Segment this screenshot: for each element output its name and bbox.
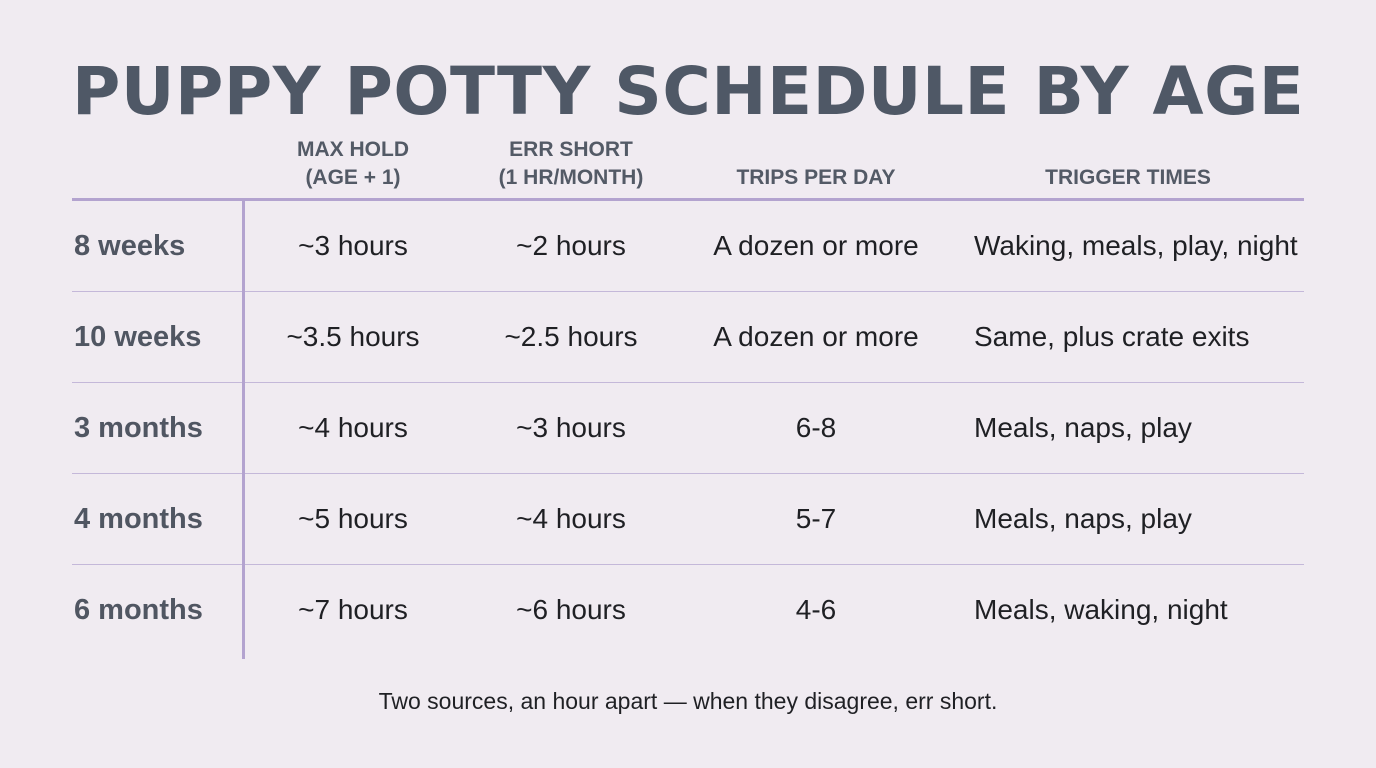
- trips-cell: 5-7: [795, 503, 837, 534]
- max-hold-cell: ~5 hours: [298, 503, 408, 534]
- max-hold-cell: ~4 hours: [298, 412, 408, 443]
- header-trigger-times: TRIGGER TIMES: [1045, 166, 1211, 189]
- err-short-cell: ~6 hours: [516, 594, 626, 625]
- max-hold-cell: ~7 hours: [298, 594, 408, 625]
- header-err-short-line1: ERR SHORT: [509, 138, 633, 161]
- table-row: 4 months ~5 hours ~4 hours 5-7 Meals, na…: [72, 474, 1304, 565]
- header-err-short: ERR SHORT (1 HR/MONTH): [462, 136, 680, 198]
- schedule-table: MAX HOLD (AGE + 1) ERR SHORT (1 HR/MONTH…: [72, 136, 1304, 659]
- triggers-cell: Meals, naps, play: [974, 412, 1192, 443]
- header-max-hold: MAX HOLD (AGE + 1): [244, 136, 462, 198]
- triggers-cell: Waking, meals, play, night: [974, 230, 1298, 261]
- header-age: [72, 192, 244, 198]
- max-hold-cell: ~3.5 hours: [286, 321, 420, 352]
- footnote: Two sources, an hour apart — when they d…: [378, 688, 998, 714]
- table-row: 6 months ~7 hours ~6 hours 4-6 Meals, wa…: [72, 565, 1304, 655]
- max-hold-cell: ~3 hours: [298, 230, 408, 261]
- err-short-cell: ~2.5 hours: [504, 321, 638, 352]
- table-row: 10 weeks ~3.5 hours ~2.5 hours A dozen o…: [72, 292, 1304, 383]
- err-short-cell: ~3 hours: [516, 412, 626, 443]
- age-cell: 6 months: [74, 593, 203, 626]
- age-cell: 8 weeks: [74, 229, 186, 262]
- triggers-cell: Same, plus crate exits: [974, 321, 1250, 352]
- trips-cell: 6-8: [795, 412, 837, 443]
- err-short-cell: ~2 hours: [516, 230, 626, 261]
- header-err-short-line2: (1 HR/MONTH): [498, 166, 644, 189]
- table-row: 3 months ~4 hours ~3 hours 6-8 Meals, na…: [72, 383, 1304, 474]
- age-cell: 3 months: [74, 411, 203, 444]
- header-max-hold-line1: MAX HOLD: [297, 138, 409, 161]
- age-cell: 10 weeks: [74, 320, 202, 353]
- header-trips-per-day: TRIPS PER DAY: [736, 166, 896, 189]
- trips-cell: 4-6: [795, 594, 837, 625]
- header-max-hold-line2: (AGE + 1): [305, 166, 401, 189]
- table-body: 8 weeks ~3 hours ~2 hours A dozen or mor…: [72, 201, 1304, 659]
- trips-cell: A dozen or more: [713, 230, 919, 261]
- triggers-cell: Meals, waking, night: [974, 594, 1228, 625]
- err-short-cell: ~4 hours: [516, 503, 626, 534]
- table-row: 8 weeks ~3 hours ~2 hours A dozen or mor…: [72, 201, 1304, 292]
- trips-cell: A dozen or more: [713, 321, 919, 352]
- triggers-cell: Meals, naps, play: [974, 503, 1192, 534]
- table-header: MAX HOLD (AGE + 1) ERR SHORT (1 HR/MONTH…: [72, 136, 1304, 201]
- age-cell: 4 months: [74, 502, 203, 535]
- page-title: PUPPY POTTY SCHEDULE BY AGE: [72, 53, 1305, 130]
